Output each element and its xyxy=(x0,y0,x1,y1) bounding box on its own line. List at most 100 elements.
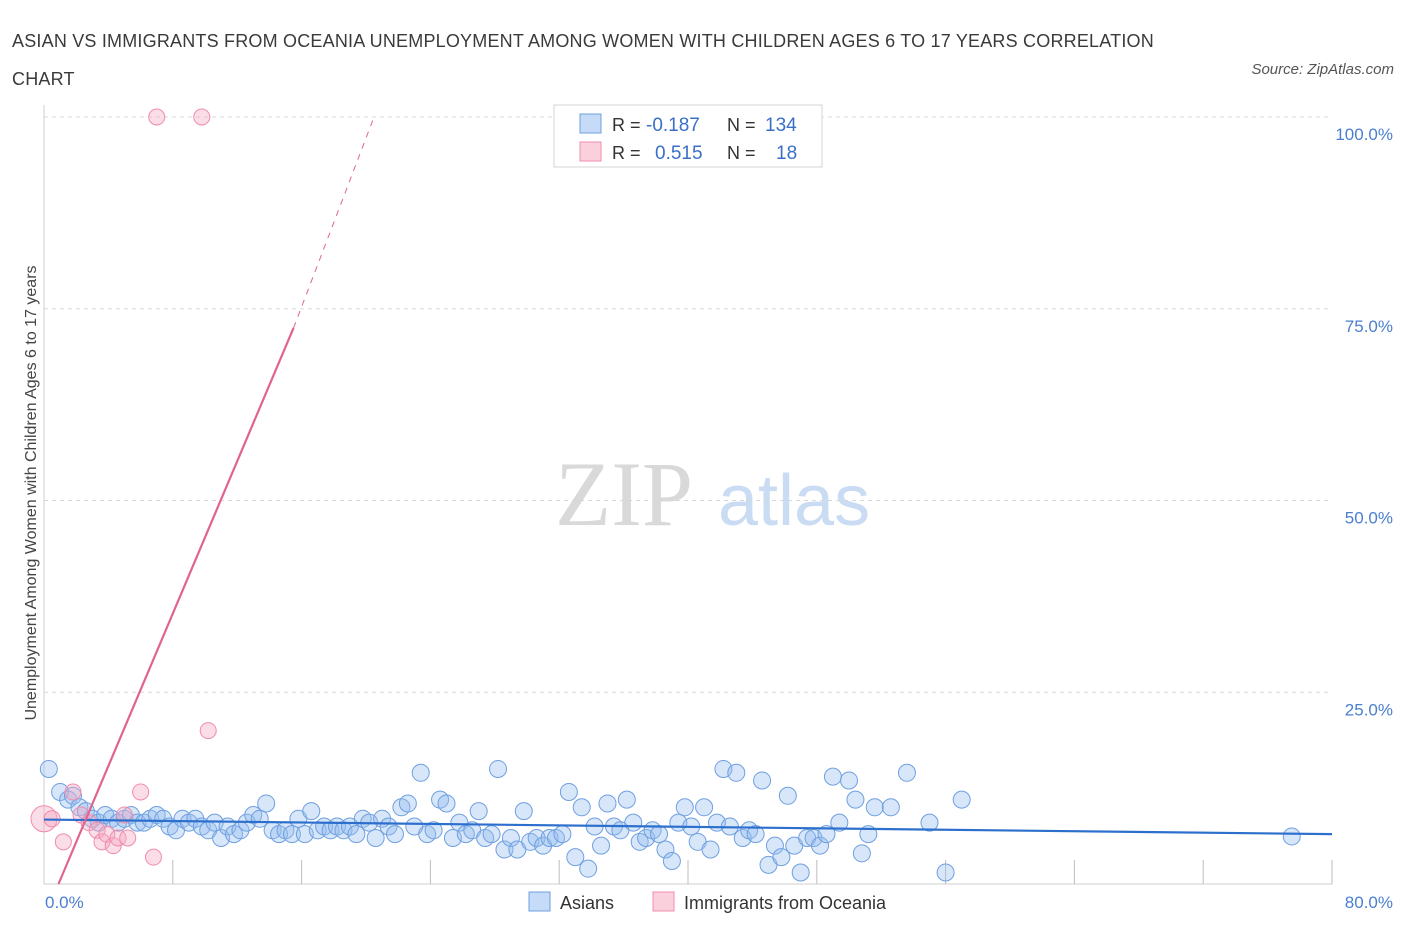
asian-point xyxy=(936,863,955,882)
asian-point xyxy=(154,809,173,828)
oceania-point xyxy=(148,108,166,126)
x-ticks xyxy=(172,860,1333,884)
asian-point xyxy=(437,794,456,813)
x-tick-label-max: 80.0% xyxy=(1345,893,1393,912)
asian-point xyxy=(753,771,772,790)
asian-point xyxy=(366,828,385,847)
asian-point xyxy=(379,817,398,836)
legend-r-label-oceania: R = xyxy=(612,143,641,163)
asian-point xyxy=(572,798,591,817)
asian-point xyxy=(881,798,900,817)
oceania-point xyxy=(132,783,150,801)
legend-n-label-oceania: N = xyxy=(727,143,756,163)
asian-point xyxy=(302,802,321,821)
asian-point xyxy=(695,798,714,817)
asian-point xyxy=(662,851,681,870)
asian-point xyxy=(495,840,514,859)
oceania-point xyxy=(109,829,127,847)
asian-point xyxy=(489,759,508,778)
legend-r-label-asians: R = xyxy=(612,115,641,135)
asian-point xyxy=(852,844,871,863)
watermark-zip: ZIP xyxy=(555,443,693,545)
legend-n-value-oceania: 18 xyxy=(776,143,797,164)
asian-point xyxy=(765,836,784,855)
y-tick-label: 100.0% xyxy=(1335,125,1393,144)
asian-point xyxy=(186,809,205,828)
asian-point xyxy=(617,790,636,809)
correlation-legend: R = -0.187 N = 134 R = 0.515 N = 18 xyxy=(553,104,823,168)
gridlines xyxy=(44,116,1332,693)
asian-point xyxy=(257,794,276,813)
asian-point xyxy=(920,813,939,832)
asian-point xyxy=(411,763,430,782)
asian-point xyxy=(772,848,791,867)
legend-swatch-oceania xyxy=(579,141,602,162)
asian-point xyxy=(501,828,520,847)
legend-r-value-oceania: 0.515 xyxy=(655,143,703,164)
asian-point xyxy=(791,863,810,882)
bottom-legend-label-asians: Asians xyxy=(560,893,614,913)
asian-point xyxy=(592,836,611,855)
bottom-legend-label-oceania: Immigrants from Oceania xyxy=(684,893,887,913)
asian-point xyxy=(675,798,694,817)
legend-n-label-asians: N = xyxy=(727,115,756,135)
asian-point xyxy=(952,790,971,809)
asian-point xyxy=(624,813,643,832)
asians-trend-line xyxy=(43,818,1333,836)
trend-lines xyxy=(43,116,1333,885)
asian-point xyxy=(830,813,849,832)
legend-swatch-asians xyxy=(579,113,602,134)
asian-point xyxy=(579,859,598,878)
legend-n-value-asians: 134 xyxy=(765,115,797,136)
y-tick-label: 75.0% xyxy=(1345,317,1393,336)
asian-point xyxy=(840,771,858,790)
x-tick-label-min: 0.0% xyxy=(45,893,84,912)
source-label: Source: ZipAtlas.com xyxy=(1251,61,1394,78)
bottom-legend-swatch-oceania xyxy=(652,891,675,912)
asian-point xyxy=(282,825,301,844)
asian-point xyxy=(778,786,797,805)
asian-point xyxy=(553,825,572,844)
asian-point xyxy=(746,825,765,844)
asian-point xyxy=(817,825,836,844)
asian-point xyxy=(1282,827,1301,846)
asian-point xyxy=(385,825,404,844)
asian-point xyxy=(811,836,830,855)
oceania-point xyxy=(116,806,133,824)
oceania-point xyxy=(199,722,217,740)
oceania-points xyxy=(30,108,217,866)
y-tick-label: 25.0% xyxy=(1345,700,1393,719)
asian-point xyxy=(823,767,842,786)
oceania-point xyxy=(193,108,211,126)
chart-title: ASIAN VS IMMIGRANTS FROM OCEANIA UNEMPLO… xyxy=(12,31,1154,89)
y-axis-label: Unemployment Among Women with Children A… xyxy=(23,265,40,720)
asian-point xyxy=(424,821,443,840)
asian-point xyxy=(865,798,884,817)
y-tick-label: 50.0% xyxy=(1345,509,1393,528)
asian-point xyxy=(650,825,669,844)
oceania-point xyxy=(144,848,162,866)
y-tick-labels: 100.0% 75.0% 50.0% 25.0% xyxy=(1335,125,1393,719)
oceania-point xyxy=(119,829,137,847)
asian-point xyxy=(482,825,501,844)
asian-point xyxy=(39,759,58,778)
asian-point xyxy=(727,763,746,782)
oceania-trend-extension xyxy=(293,116,375,329)
asian-point xyxy=(598,794,617,813)
asian-point xyxy=(63,786,82,805)
asian-point xyxy=(846,790,865,809)
oceania-point xyxy=(54,833,72,851)
asian-point xyxy=(559,782,578,801)
asian-point xyxy=(469,802,488,821)
asian-point xyxy=(347,825,366,844)
asian-point xyxy=(514,802,533,821)
bottom-legend-swatch-asians xyxy=(528,891,551,912)
legend-r-value-asians: -0.187 xyxy=(646,115,700,136)
oceania-trend-line xyxy=(57,327,295,885)
series-legend: Asians Immigrants from Oceania xyxy=(528,891,887,913)
asian-point xyxy=(897,763,916,782)
asian-point xyxy=(701,840,720,859)
asian-point xyxy=(398,794,417,813)
asian-point xyxy=(656,840,675,859)
